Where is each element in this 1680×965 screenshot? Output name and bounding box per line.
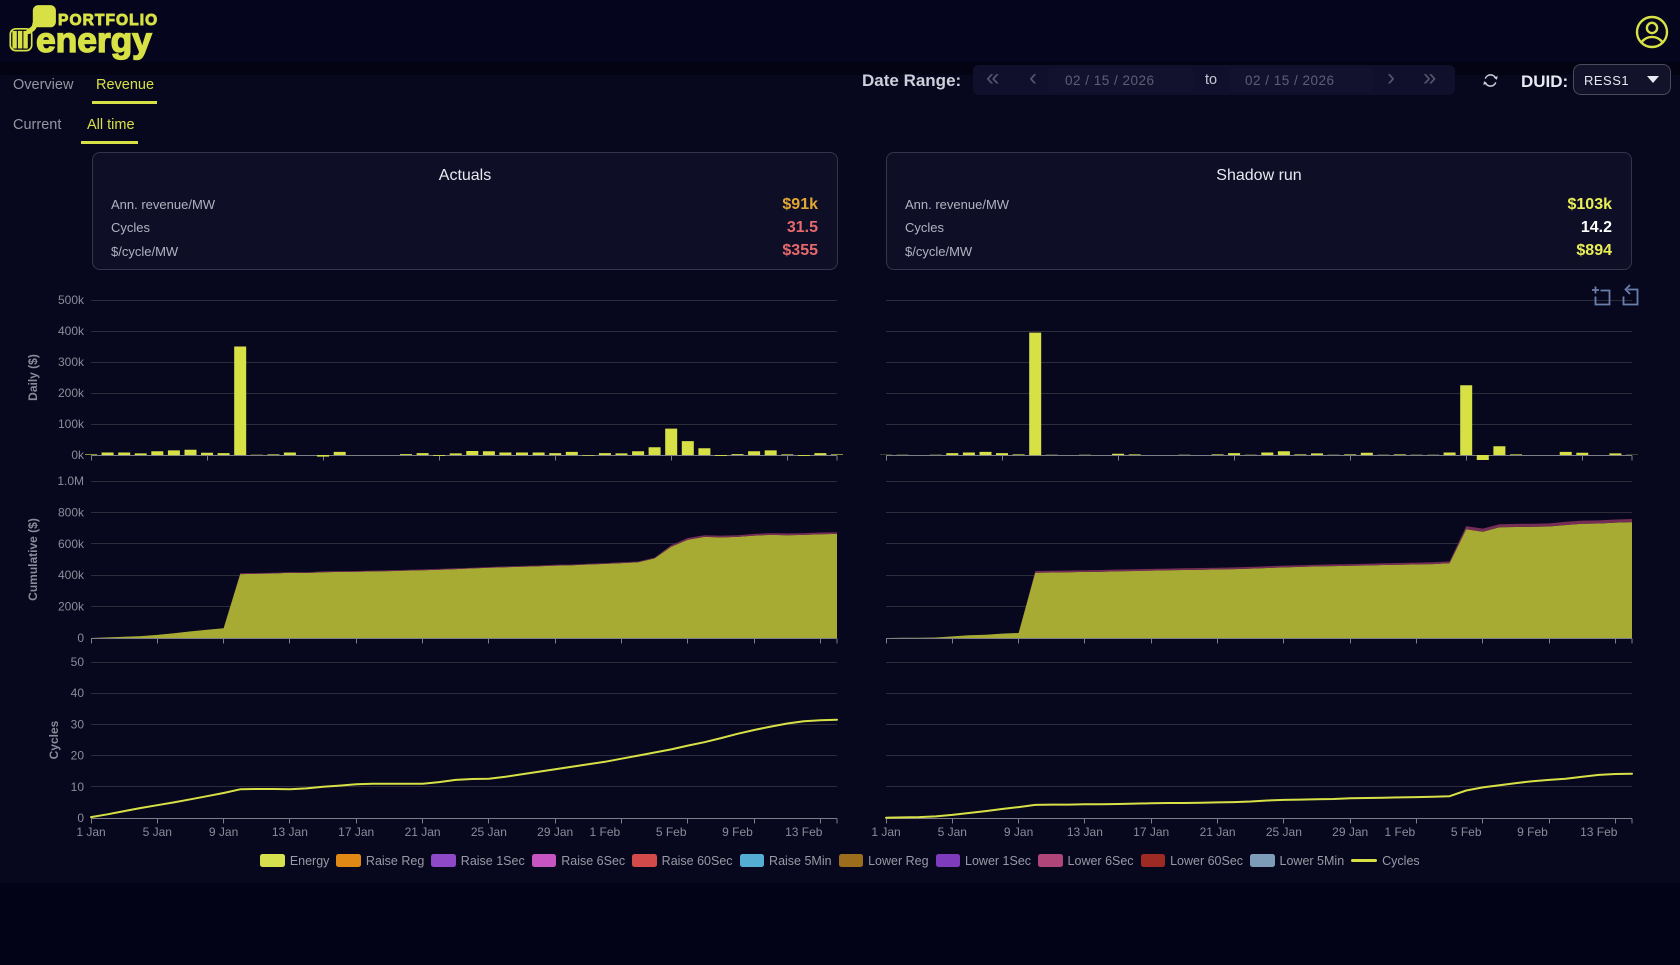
svg-text:5 Jan: 5 Jan: [143, 825, 172, 839]
svg-text:1 Feb: 1 Feb: [1385, 825, 1416, 839]
svg-text:21 Jan: 21 Jan: [1200, 825, 1236, 839]
svg-text:Daily ($): Daily ($): [26, 354, 40, 401]
svg-text:Cycles: Cycles: [47, 720, 61, 759]
svg-text:29 Jan: 29 Jan: [1332, 825, 1368, 839]
svg-text:25 Jan: 25 Jan: [1266, 825, 1302, 839]
svg-text:9 Feb: 9 Feb: [722, 825, 753, 839]
svg-text:17 Jan: 17 Jan: [338, 825, 374, 839]
svg-text:25 Jan: 25 Jan: [471, 825, 507, 839]
svg-text:9 Jan: 9 Jan: [1004, 825, 1033, 839]
svg-text:200k: 200k: [58, 386, 85, 400]
svg-text:400k: 400k: [58, 324, 85, 338]
svg-text:13 Jan: 13 Jan: [1067, 825, 1103, 839]
svg-text:100k: 100k: [58, 417, 85, 431]
svg-text:13 Jan: 13 Jan: [272, 825, 308, 839]
svg-text:200k: 200k: [58, 600, 85, 614]
svg-text:9 Feb: 9 Feb: [1517, 825, 1548, 839]
svg-text:13 Feb: 13 Feb: [785, 825, 823, 839]
svg-text:1.0M: 1.0M: [57, 474, 84, 488]
svg-text:800k: 800k: [58, 505, 85, 519]
svg-text:1 Feb: 1 Feb: [590, 825, 621, 839]
svg-text:5 Jan: 5 Jan: [938, 825, 967, 839]
svg-text:1 Jan: 1 Jan: [871, 825, 900, 839]
svg-text:21 Jan: 21 Jan: [405, 825, 441, 839]
svg-text:9 Jan: 9 Jan: [209, 825, 238, 839]
svg-text:50: 50: [71, 655, 85, 669]
svg-text:500k: 500k: [58, 293, 85, 307]
svg-text:0k: 0k: [71, 448, 85, 462]
svg-text:20: 20: [71, 749, 85, 763]
svg-text:600k: 600k: [58, 537, 85, 551]
svg-text:29 Jan: 29 Jan: [537, 825, 573, 839]
svg-text:1 Jan: 1 Jan: [76, 825, 105, 839]
svg-text:0: 0: [77, 811, 84, 825]
svg-text:400k: 400k: [58, 568, 85, 582]
svg-text:13 Feb: 13 Feb: [1580, 825, 1618, 839]
svg-text:30: 30: [71, 717, 85, 731]
svg-text:300k: 300k: [58, 355, 85, 369]
svg-text:Cumulative ($): Cumulative ($): [26, 518, 40, 601]
svg-text:5 Feb: 5 Feb: [656, 825, 687, 839]
svg-text:0: 0: [77, 631, 84, 645]
svg-text:17 Jan: 17 Jan: [1133, 825, 1169, 839]
svg-text:40: 40: [71, 686, 85, 700]
svg-text:5 Feb: 5 Feb: [1451, 825, 1482, 839]
svg-text:10: 10: [71, 780, 85, 794]
